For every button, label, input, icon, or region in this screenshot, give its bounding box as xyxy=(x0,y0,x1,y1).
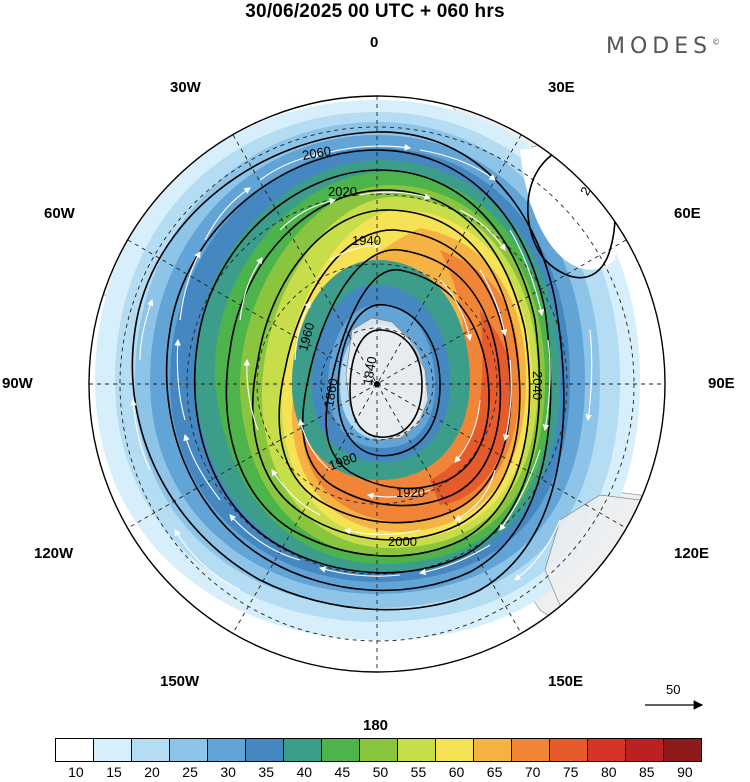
colorbar-tick-label: 85 xyxy=(639,764,655,780)
lon-label-120e: 120E xyxy=(674,545,710,562)
colorbar-tick-label: 90 xyxy=(677,764,693,780)
contour-1940 xyxy=(301,249,502,507)
wind-vectors xyxy=(130,144,593,591)
contour-label-1860: 1860 xyxy=(321,377,341,408)
colorbar-cell xyxy=(246,739,284,761)
colorbar-cell xyxy=(664,739,701,761)
contour-1920 xyxy=(325,269,490,490)
contour-label-2060: 2060 xyxy=(301,143,332,163)
antarctica-outline xyxy=(345,317,429,441)
contour-label-2000: 2000 xyxy=(388,534,417,549)
colorbar-tick-label: 75 xyxy=(562,764,579,780)
contour-2060 xyxy=(131,131,565,611)
lon-label-150w: 150W xyxy=(160,673,200,690)
lon-label-60e: 60E xyxy=(674,205,701,222)
contour-label-1960: 1960 xyxy=(295,321,317,353)
lon-label-30w: 30W xyxy=(170,79,201,96)
colorbar-tick-label: 55 xyxy=(410,764,427,780)
colorbar-cell xyxy=(512,739,550,761)
contour-2040 xyxy=(165,149,552,592)
contour-label-2020: 2020 xyxy=(328,184,357,199)
vector-reference-label: 50 xyxy=(666,682,681,697)
south-pole-dot xyxy=(374,381,380,387)
vector-reference-arrow xyxy=(645,700,704,710)
colorbar-tick-label: 30 xyxy=(220,764,236,780)
colorbar-cell xyxy=(94,739,132,761)
contour-1860 xyxy=(337,304,441,457)
colorbar-tick-label: 80 xyxy=(600,764,617,780)
contour-label-1920: 1920 xyxy=(396,485,425,500)
colorbar-tick-label: 15 xyxy=(106,764,122,780)
colorbar-tick-label: 60 xyxy=(448,764,465,780)
colorbar-cell xyxy=(56,739,94,761)
contour-1840 xyxy=(349,329,423,438)
contour-1960 xyxy=(278,229,512,524)
colorbar-tick-label: 35 xyxy=(258,764,275,780)
colorbar-tick-label: 40 xyxy=(296,764,313,780)
lon-label-90w: 90W xyxy=(2,375,33,392)
band-75 xyxy=(430,310,512,505)
polar-map: 2080 2060 2040 2020 2000 1980 1960 1940 … xyxy=(88,95,666,673)
colorbar-cell xyxy=(170,739,208,761)
lon-label-0: 0 xyxy=(370,34,379,51)
map-boundary xyxy=(88,95,666,673)
colorbar-tick-label: 25 xyxy=(182,764,198,780)
colorbar xyxy=(55,738,702,762)
brand-text: MODES xyxy=(606,34,713,59)
colorbar-tick-label: 45 xyxy=(334,764,351,780)
modes-logo: MODES© xyxy=(606,34,720,59)
colorbar-tick-label: 50 xyxy=(372,764,389,780)
colorbar-cell xyxy=(208,739,246,761)
colorbar-tick-label: 65 xyxy=(486,764,503,780)
contour-1980 xyxy=(252,209,521,541)
colorbar-tick-label: 20 xyxy=(144,764,160,780)
colorbar-cell xyxy=(550,739,588,761)
colorbar-tick-label: 70 xyxy=(524,764,541,780)
lon-label-30e: 30E xyxy=(548,79,575,96)
lon-label-60w: 60W xyxy=(44,205,75,222)
colorbar-ticks: 10 15 20 25 30 35 40 45 50 55 60 65 70 75 80 85 90 xyxy=(55,764,702,782)
colorbar-cell xyxy=(398,739,436,761)
copyright-mark: © xyxy=(712,37,721,47)
lon-label-120w: 120W xyxy=(34,545,74,562)
colorbar-cell xyxy=(284,739,322,761)
colorbar-cell xyxy=(322,739,360,761)
contour-2020 xyxy=(193,169,541,574)
contour-label-2040: 2040 xyxy=(530,371,545,400)
colorbar-cell xyxy=(626,739,664,761)
lon-label-150e: 150E xyxy=(548,673,584,690)
colorbar-cell xyxy=(474,739,512,761)
contour-label-1940: 1940 xyxy=(352,233,381,248)
lon-label-90e: 90E xyxy=(708,375,735,392)
chart-title: 30/06/2025 00 UTC + 060 hrs xyxy=(245,1,505,22)
colorbar-cell xyxy=(436,739,474,761)
lon-label-180: 180 xyxy=(363,717,389,734)
colorbar-tick-label: 10 xyxy=(68,764,84,780)
contour-label-1840: 1840 xyxy=(360,355,380,386)
colorbar-cell xyxy=(588,739,626,761)
colorbar-cell xyxy=(132,739,170,761)
colorbar-cell xyxy=(360,739,398,761)
